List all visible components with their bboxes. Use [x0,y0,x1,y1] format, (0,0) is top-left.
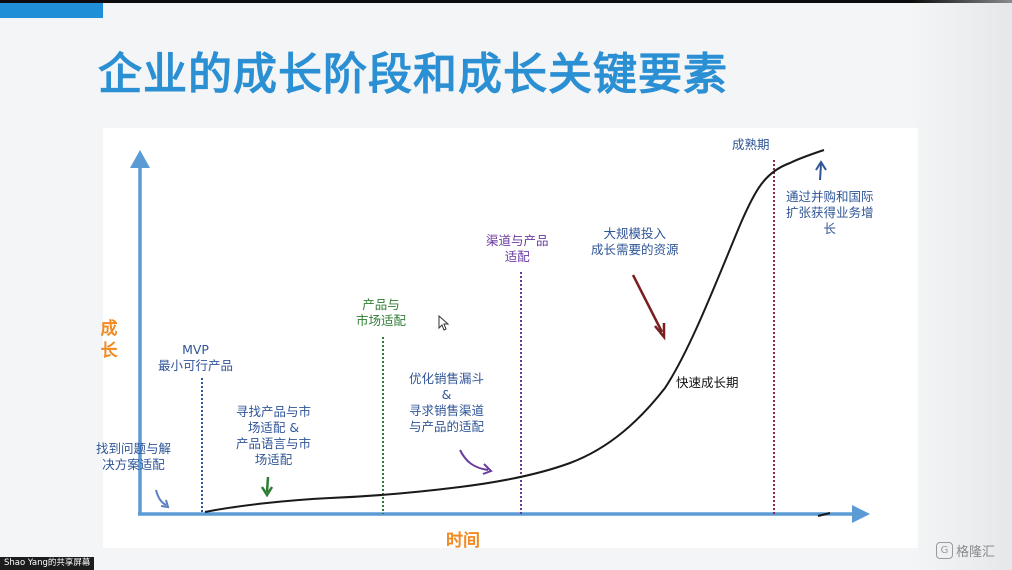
x-axis-label: 时间 [446,531,480,551]
screen-vignette [912,0,1012,570]
arrow-icon-invest [631,274,664,333]
slide-accent-bar [0,3,103,18]
screen-share-tag: Shao Yang的共享屏幕 [0,557,95,570]
note-scale-investment: 大规模投入 成长需要的资源 [591,226,679,257]
y-axis-label: 成长 [100,319,118,361]
note-rapid-growth: 快速成长期 [676,375,739,390]
arrow-icon-funnel-head [482,463,493,475]
slide-title: 企业的成长阶段和成长关键要素 [98,49,728,100]
arrow-icon-problem-head [160,499,170,509]
y-axis-arrow [130,150,150,168]
note-pmf-search: 寻找产品与市 场适配 & 产品语言与市 场适配 [236,404,312,467]
arrow-icon-problem [155,489,167,506]
top-border [0,0,1012,3]
note-problem-solution: 找到问题与解 决方案适配 [96,441,172,472]
growth-curve [204,149,825,513]
stage-label-mvp: MVP 最小可行产品 [158,342,234,373]
arrow-icon-funnel [459,449,489,471]
watermark-text: 格隆汇 [956,545,996,560]
stage-label-pmf: 产品与 市场适配 [356,297,407,328]
note-m-and-a: 通过并购和国际 扩张获得业务增 长 [786,189,874,236]
x-axis-arrow [852,505,870,523]
arrow-icon-ma [819,163,822,181]
gelonghui-logo-icon: G [936,542,953,559]
stage-label-mature: 成熟期 [732,137,770,152]
arrow-icon-invest-head [654,323,666,341]
cursor-icon [438,314,450,331]
arrow-icon-mvp-head [260,486,274,498]
axis-tail-icon [817,512,831,517]
arrow-icon-mvp [265,476,270,493]
watermark: G 格隆汇 [936,541,995,560]
stage-label-channel: 渠道与产品 适配 [486,233,549,264]
note-sales-funnel: 优化销售漏斗 & 寻求销售渠道 与产品的适配 [409,371,485,434]
arrow-icon-ma-head [815,160,827,171]
